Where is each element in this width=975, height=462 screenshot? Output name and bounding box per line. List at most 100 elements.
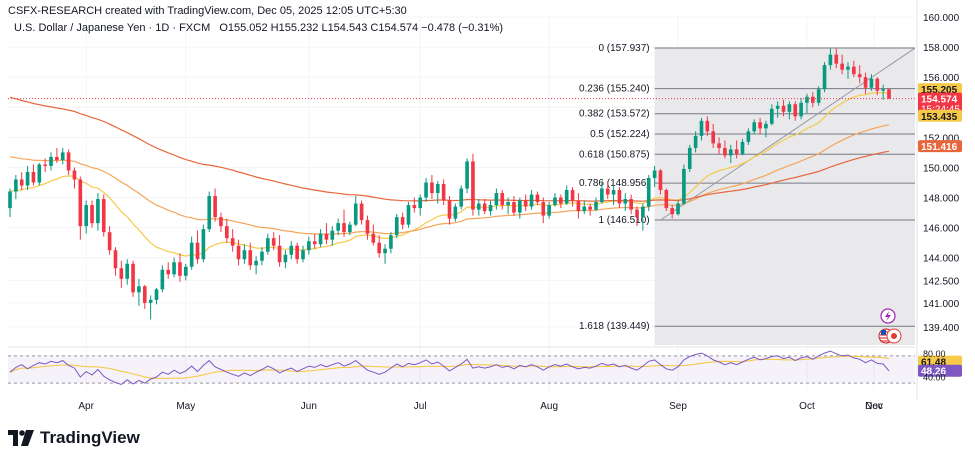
y-tick-label: 148.000 (923, 194, 960, 205)
tradingview-logo[interactable]: TradingView (8, 428, 140, 448)
rsi-pane[interactable] (8, 346, 915, 386)
candle (529, 190, 534, 210)
candle (846, 62, 850, 79)
candle-body (611, 190, 616, 195)
candle (887, 88, 891, 100)
fib-level-label: 0.5 (152.224) (590, 129, 650, 140)
candle-body (863, 77, 868, 88)
candle (207, 191, 212, 233)
fib-level-label: 0.618 (150.875) (579, 149, 650, 160)
candle-body (418, 197, 423, 209)
candle-body (605, 188, 610, 195)
candle-body (365, 220, 370, 234)
candle (113, 247, 118, 276)
candle-body (49, 156, 53, 166)
candle-body (78, 179, 83, 227)
candle (775, 101, 780, 118)
candle-body (559, 197, 563, 204)
candle (353, 196, 358, 227)
candle (811, 92, 815, 108)
lightning-icon[interactable] (880, 308, 896, 324)
candle (178, 253, 182, 282)
candle-body (84, 205, 88, 227)
candle-body (412, 205, 417, 209)
lightning-icon-bolt (885, 311, 891, 321)
candle-body (693, 135, 698, 148)
candle-body (142, 286, 147, 303)
candle-body (805, 96, 809, 103)
japan-flag-sun (891, 333, 897, 339)
candle-body (131, 263, 135, 293)
japan-flag-icon[interactable] (886, 328, 902, 344)
candle (523, 194, 528, 212)
candle (271, 232, 276, 251)
rsi-tag-label: 48.26 (921, 367, 946, 378)
candle-body (553, 197, 557, 206)
candle (863, 72, 868, 94)
candle-body (846, 66, 850, 70)
ohlc-values: O155.052 H155.232 L154.543 C154.574 −0.4… (219, 22, 504, 34)
candle (107, 226, 112, 255)
candle (125, 259, 130, 285)
candle (652, 165, 657, 188)
candle-body (107, 232, 112, 251)
candle-body (242, 250, 247, 260)
candle-body (740, 141, 745, 154)
candle-body (441, 184, 446, 201)
candle (699, 117, 704, 141)
rsi-tag-bg (918, 355, 962, 368)
candle (816, 86, 821, 106)
candle (828, 48, 833, 70)
candle-body (72, 170, 77, 180)
candle-body (600, 188, 604, 203)
price-axis[interactable]: 160.000158.000156.000154.000152.000150.0… (916, 0, 962, 400)
candle-body (764, 123, 768, 129)
candle-body (512, 202, 516, 213)
candles[interactable] (8, 48, 891, 320)
candle (676, 200, 680, 216)
candle (441, 179, 446, 206)
candle (25, 165, 30, 191)
price-tag-label: 154.574 (921, 95, 958, 106)
candle (377, 235, 381, 258)
candle (295, 242, 299, 264)
instrument-ohlc-legend[interactable]: U.S. Dollar / Japanese Yen · 1D · FXCM O… (14, 22, 503, 34)
y-tick-label: 152.000 (923, 133, 960, 144)
candle (318, 229, 323, 248)
candle-body (400, 217, 405, 225)
candle-body (687, 147, 692, 169)
fib-level-label: 0 (157.937) (598, 43, 649, 54)
candle-body (682, 168, 686, 204)
candle-body (711, 131, 716, 144)
fib-level-label: 0.786 (148.956) (579, 178, 650, 189)
candle-body (213, 196, 217, 218)
candle (160, 265, 165, 293)
candle-body (793, 104, 798, 117)
event-icons[interactable] (878, 308, 902, 344)
candle-body (746, 131, 751, 142)
candle (488, 200, 493, 216)
candle-body (617, 190, 622, 204)
candle-body (518, 200, 522, 213)
x-tick-label: Dec (865, 401, 883, 412)
candle (705, 116, 710, 136)
candle (66, 149, 71, 175)
candle (459, 185, 464, 210)
candle-body (664, 190, 669, 209)
candle (201, 224, 206, 263)
candle (418, 194, 423, 216)
x-tick-label: Aug (540, 401, 558, 412)
candle (769, 104, 774, 126)
candle (717, 137, 721, 154)
y-tick-label: 139.400 (923, 323, 960, 334)
candle-body (318, 233, 323, 245)
candle (664, 188, 669, 212)
candle (236, 239, 241, 266)
candle (869, 74, 874, 91)
candle-body (230, 238, 235, 246)
candle (225, 218, 229, 243)
candle (506, 197, 510, 215)
fibonacci-retracement[interactable]: 0 (157.937) 0.236 (155.240) 0.382 (153.572… (579, 43, 916, 346)
